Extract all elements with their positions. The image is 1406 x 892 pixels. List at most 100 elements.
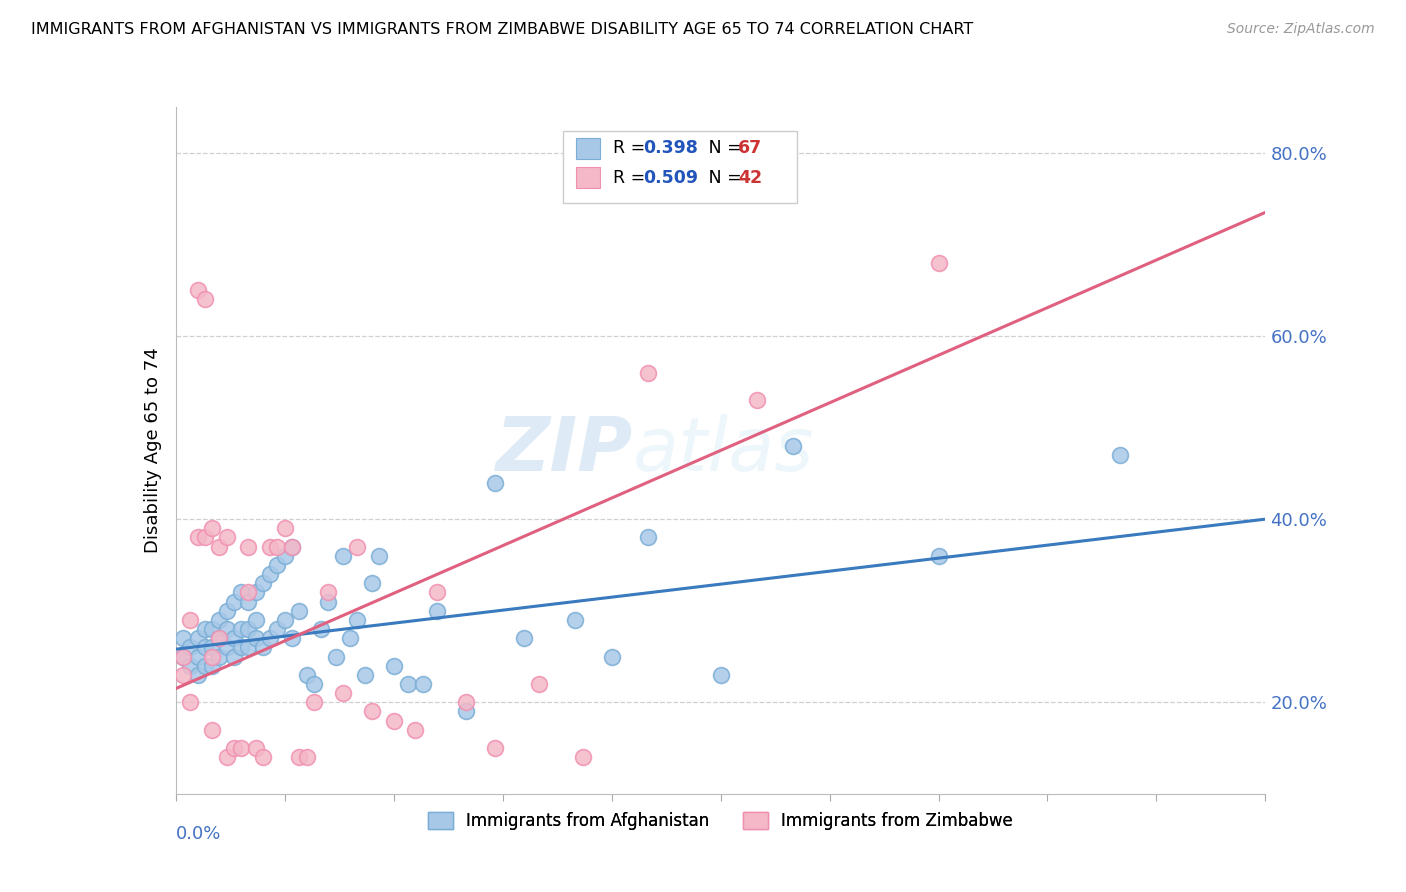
Point [186, 531, 209, 545]
Text: R =: R = [613, 169, 651, 186]
Point [201, 640, 224, 655]
Point [238, 640, 260, 655]
Point [266, 622, 288, 636]
Text: ZIP: ZIP [496, 414, 633, 487]
Point [405, 723, 427, 737]
Point [332, 549, 354, 563]
Point [266, 558, 288, 572]
Point [346, 540, 368, 554]
Point [274, 613, 297, 627]
Point [782, 439, 804, 453]
Point [928, 549, 950, 563]
Point [172, 631, 194, 645]
Point [339, 631, 361, 645]
Point [382, 714, 405, 728]
Point [325, 649, 347, 664]
Point [194, 640, 217, 655]
Point [252, 576, 274, 591]
Point [1109, 448, 1132, 462]
Point [222, 594, 245, 608]
Point [208, 649, 231, 664]
Point [172, 649, 194, 664]
Point [208, 631, 231, 645]
Text: 0.509: 0.509 [643, 169, 699, 186]
Point [208, 631, 231, 645]
Point [179, 695, 201, 709]
Point [179, 658, 201, 673]
Point [215, 604, 238, 618]
Point [412, 677, 434, 691]
Point [600, 649, 623, 664]
Point [222, 741, 245, 756]
Point [710, 668, 733, 682]
Point [259, 631, 281, 645]
Point [288, 604, 311, 618]
Point [208, 613, 231, 627]
Point [231, 622, 253, 636]
Point [179, 640, 201, 655]
Point [231, 640, 253, 655]
Point [368, 549, 391, 563]
Point [245, 631, 267, 645]
Point [194, 658, 217, 673]
Point [266, 540, 288, 554]
Point [274, 521, 297, 535]
Point [172, 668, 194, 682]
Point [238, 540, 260, 554]
Point [201, 622, 224, 636]
Point [194, 622, 217, 636]
Point [186, 631, 209, 645]
Text: R =: R = [613, 139, 651, 157]
Point [201, 521, 224, 535]
Point [484, 741, 506, 756]
Point [231, 585, 253, 599]
Point [382, 658, 405, 673]
Point [215, 531, 238, 545]
Point [360, 705, 382, 719]
Point [456, 705, 478, 719]
Point [637, 531, 659, 545]
Point [222, 631, 245, 645]
FancyBboxPatch shape [562, 131, 797, 203]
Point [302, 677, 325, 691]
Text: IMMIGRANTS FROM AFGHANISTAN VS IMMIGRANTS FROM ZIMBABWE DISABILITY AGE 65 TO 74 : IMMIGRANTS FROM AFGHANISTAN VS IMMIGRANT… [31, 22, 973, 37]
Point [513, 631, 536, 645]
Point [281, 631, 304, 645]
Text: N =: N = [692, 169, 748, 186]
Point [245, 585, 267, 599]
Point [318, 594, 340, 608]
Point [426, 585, 449, 599]
Point [332, 686, 354, 700]
Point [484, 475, 506, 490]
Point [222, 649, 245, 664]
Point [172, 649, 194, 664]
Point [186, 283, 209, 297]
Point [571, 750, 593, 764]
Point [231, 741, 253, 756]
Point [396, 677, 419, 691]
Text: atlas: atlas [633, 415, 815, 486]
Y-axis label: Disability Age 65 to 74: Disability Age 65 to 74 [143, 348, 162, 553]
Point [928, 256, 950, 270]
FancyBboxPatch shape [575, 168, 599, 188]
Point [456, 695, 478, 709]
Point [309, 622, 332, 636]
Point [318, 585, 340, 599]
Point [346, 613, 368, 627]
Point [637, 366, 659, 380]
Point [201, 658, 224, 673]
Text: 0.0%: 0.0% [176, 825, 221, 843]
Point [281, 540, 304, 554]
Point [245, 741, 267, 756]
Point [194, 293, 217, 307]
Point [360, 576, 382, 591]
Point [238, 622, 260, 636]
Legend: Immigrants from Afghanistan, Immigrants from Zimbabwe: Immigrants from Afghanistan, Immigrants … [422, 805, 1019, 837]
Point [252, 640, 274, 655]
Point [238, 585, 260, 599]
Point [179, 613, 201, 627]
Point [295, 668, 318, 682]
Point [426, 604, 449, 618]
Point [527, 677, 550, 691]
Point [201, 649, 224, 664]
